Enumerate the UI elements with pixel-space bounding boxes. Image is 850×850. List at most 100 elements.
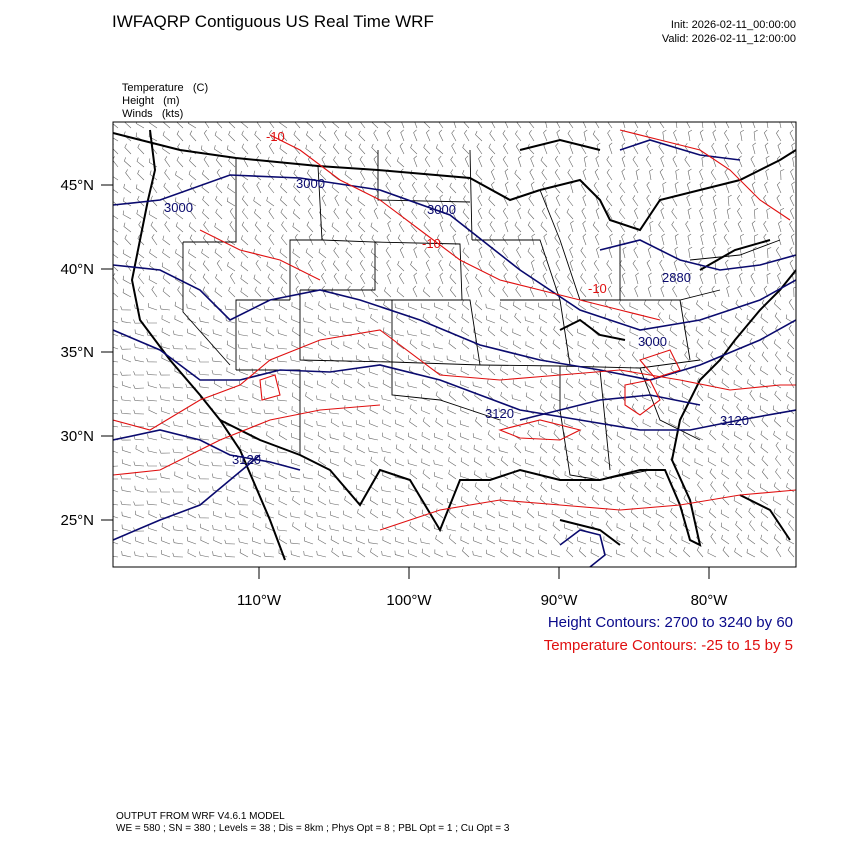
wind-barb [382,341,392,350]
wind-barb [699,272,704,285]
wind-barb [369,419,379,428]
wind-barb [545,122,548,129]
wind-barb [473,536,483,545]
wind-barb [565,378,574,389]
wind-barb [513,495,522,506]
wind-barb [736,533,743,545]
wind-barb [381,550,392,558]
wind-barb [146,344,158,350]
wind-barb [396,313,405,324]
wind-barb [554,169,561,181]
wind-barb [712,194,717,207]
wind-barb [294,122,301,129]
wind-barb [241,130,249,142]
wind-barb [499,523,509,532]
wind-barb [276,344,288,350]
wind-barb [643,300,652,311]
wind-barb [381,446,392,454]
wind-barb [329,433,340,441]
wind-barb [331,287,340,298]
wind-barb [787,351,795,363]
wind-barb [674,181,679,194]
wind-barb [304,301,314,311]
wind-barb [133,435,145,441]
wind-barb [251,408,262,415]
wind-barb [421,444,431,454]
wind-barb [486,405,496,415]
wind-barb [590,536,600,545]
wind-barb [394,303,405,311]
field-unit: (C) [192,82,209,94]
wind-barb [159,449,171,454]
wind-barb [618,339,626,350]
wind-barb [478,155,483,168]
wind-barb [512,536,522,545]
wind-barb [645,156,652,168]
wind-barb [707,548,717,558]
map-background [113,122,796,567]
wind-barb [409,443,418,454]
wind-barb [412,285,418,298]
wind-barb [462,247,470,259]
wind-barb [394,330,405,337]
wind-barb [343,302,353,311]
wind-barb [317,523,327,532]
wind-barb [161,315,171,324]
wind-barb [113,137,119,142]
wind-barb [265,445,275,454]
wind-barb [577,445,587,454]
wind-barb [684,364,691,376]
wind-barb [187,471,197,480]
wind-barb [291,341,301,350]
wind-barb [186,355,197,363]
wind-barb [526,365,535,376]
wind-barb [421,509,431,519]
wind-barb [187,548,197,558]
wind-barb [721,301,730,311]
wind-barb [538,314,548,324]
wind-barb [328,330,340,337]
wind-barb [514,169,522,181]
wind-barb [146,462,157,467]
wind-barb [734,444,743,454]
wind-barb [465,285,470,298]
wind-barb [498,407,509,415]
wind-barb [172,525,184,532]
wind-barb [198,487,210,493]
wind-barb [447,419,457,428]
wind-barb [125,260,132,272]
wind-barb [164,169,171,181]
wind-barb [525,548,535,558]
wind-barb [253,170,262,181]
wind-barb [356,432,366,441]
height-label: 3120 [232,452,261,467]
wind-barb [564,432,574,441]
wind-barb [448,469,457,480]
wind-barb [382,379,392,389]
map-frame [112,121,797,568]
wind-barb [138,273,145,285]
wind-barb [787,338,795,350]
wind-barb [172,552,184,558]
wind-barb [343,379,353,389]
wind-barb [552,521,561,532]
wind-barb [766,207,771,220]
wind-barb [474,482,483,493]
wind-barb [400,129,405,142]
wind-barb [577,510,587,519]
wind-barb [149,248,158,259]
wind-barb [567,286,574,298]
wind-barb [136,157,145,168]
wind-barb [701,122,704,129]
wind-barb [187,509,197,519]
wind-barb [200,536,210,545]
wind-barb [595,122,600,129]
wind-barb [187,406,197,415]
wind-barb [399,142,405,155]
wind-barb [618,351,626,363]
wind-barb [173,512,184,519]
wind-barb [422,522,431,532]
wind-barb [540,156,548,168]
height-label: 2880 [662,270,691,285]
wind-barb [241,143,249,155]
